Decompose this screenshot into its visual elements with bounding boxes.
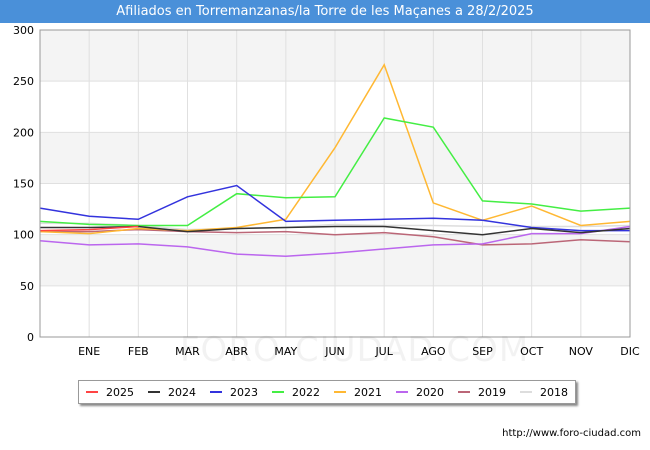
legend-item-2025: 2025: [86, 386, 134, 399]
legend-swatch: [334, 391, 346, 393]
legend-swatch: [86, 391, 98, 393]
legend-swatch: [458, 391, 470, 393]
source-url[interactable]: http://www.foro-ciudad.com: [502, 428, 641, 439]
y-tick-label: 250: [13, 75, 34, 88]
y-tick-label: 200: [13, 126, 34, 139]
legend-swatch: [272, 391, 284, 393]
legend-label: 2021: [354, 385, 382, 399]
series-line-2020: [39, 225, 631, 257]
legend-item-2020: 2020: [396, 386, 444, 399]
legend-item-2022: 2022: [272, 386, 320, 399]
series-line-2025: [39, 225, 139, 232]
y-tick-label: 50: [20, 280, 34, 293]
series-line-2019: [40, 228, 631, 246]
x-tick-label: NOV: [569, 345, 594, 358]
x-tick-label: DIC: [620, 345, 640, 358]
plot-border: [39, 29, 631, 338]
y-tick-label: 100: [13, 229, 34, 242]
series-line-2022: [39, 117, 631, 227]
legend-label: 2018: [540, 385, 568, 399]
x-tick-label: AGO: [421, 345, 446, 358]
legend-label: 2024: [168, 385, 196, 399]
legend-label: 2022: [292, 385, 320, 399]
x-axis-ticks: ENE FEB MAR ABR MAY JUN JUL AGO SEP OCT NOV DIC: [78, 345, 640, 358]
legend-swatch: [396, 391, 408, 393]
legend-item-2024: 2024: [148, 386, 196, 399]
x-tick-label: MAY: [274, 345, 297, 358]
legend-label: 2023: [230, 385, 258, 399]
legend: 2025 2024 2023 2022 2021 2020 2019 2018: [78, 380, 576, 404]
legend-label: 2019: [478, 385, 506, 399]
x-tick-label: SEP: [472, 345, 493, 358]
y-tick-label: 300: [13, 24, 34, 37]
x-tick-label: FEB: [128, 345, 149, 358]
legend-swatch: [148, 391, 160, 393]
legend-item-2023: 2023: [210, 386, 258, 399]
x-tick-label: MAR: [175, 345, 200, 358]
y-tick-label: 150: [13, 178, 34, 191]
legend-label: 2020: [416, 385, 444, 399]
chart-title: Afiliados en Torremanzanas/la Torre de l…: [0, 0, 650, 23]
legend-swatch: [210, 391, 222, 393]
x-tick-label: OCT: [520, 345, 543, 358]
legend-item-2019: 2019: [458, 386, 506, 399]
x-tick-label: ENE: [78, 345, 100, 358]
legend-item-2021: 2021: [334, 386, 382, 399]
legend-item-2018: 2018: [520, 386, 568, 399]
series-line-2021: [39, 63, 631, 235]
legend-label: 2025: [106, 385, 134, 399]
series-lines: [39, 63, 631, 257]
y-axis-ticks: 0 50 100 150 200 250 300: [13, 24, 34, 344]
x-tick-label: ABR: [225, 345, 248, 358]
legend-swatch: [520, 391, 532, 393]
series-line-2023: [39, 184, 630, 232]
x-tick-label: JUL: [374, 345, 393, 358]
x-tick-label: JUN: [324, 345, 345, 358]
watermark: FORO-CIUDAD.COM: [180, 330, 530, 370]
y-tick-label: 0: [27, 331, 34, 344]
